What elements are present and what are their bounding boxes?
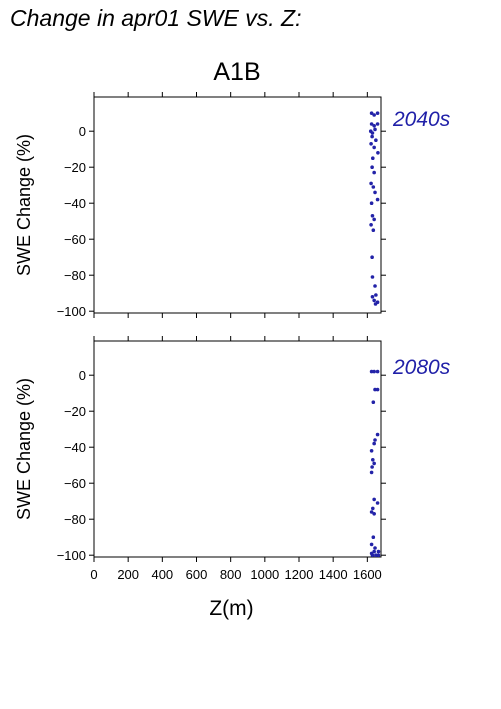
data-point [370,295,375,299]
data-point [374,138,378,142]
x-tick-label: 1600 [353,567,382,582]
data-point [369,510,374,514]
data-point [369,181,373,186]
data-point [373,302,378,306]
data-point [373,190,377,195]
data-point [370,165,374,169]
period-label: 2080s [392,356,451,379]
data-point [370,553,375,557]
data-point [371,400,376,405]
data-point [371,228,376,232]
data-point [374,553,378,557]
data-point [369,142,373,146]
data-point [372,298,376,303]
data-point [369,470,374,475]
scatter-panels: 0 −20 −40 −60 −80 −100 SWE Change (%) 2040s 0 −20… [14,92,451,620]
data-point [372,497,376,502]
data-point [372,441,376,446]
data-point [375,432,380,437]
data-point [375,122,380,126]
data-point [372,145,376,150]
y-tick-label: −40 [64,440,86,455]
data-point [369,369,374,374]
data-point [369,449,374,453]
data-point [373,438,377,442]
data-point [374,293,378,297]
data-point [371,535,376,539]
x-tick-label: 1200 [285,567,314,582]
y-tick-label: −80 [64,512,86,527]
x-tick-label: 1400 [319,567,348,582]
y-tick-label: −100 [57,548,86,563]
x-tick-label: 800 [220,567,242,582]
data-point [372,512,376,516]
data-point [372,461,376,466]
data-point [369,111,374,115]
period-label: 2040s [392,108,451,131]
y-tick-label: 0 [79,124,86,139]
data-point [370,255,374,259]
scenario-title: A1B [213,58,260,86]
y-tick-label: −80 [64,268,86,283]
data-point [373,546,377,550]
y-tick-label: 0 [79,368,86,383]
chart-title: Change in apr01 SWE vs. Z: [10,5,301,31]
panel-2080s: 0 −20 −40 −60 −80 −100 0 200 400 600 800 1000 1200 14… [14,336,451,620]
data-point [371,156,375,160]
y-tick-label: −100 [57,304,86,319]
x-tick-label: 600 [186,567,208,582]
y-axis-label: SWE Change (%) [14,134,34,276]
y-tick-label: −40 [64,196,86,211]
data-point [372,113,376,117]
data-point [373,284,377,288]
x-tick-label: 1000 [250,567,279,582]
y-tick-label: −60 [64,232,86,247]
data-point [370,465,374,469]
data-point [371,458,375,462]
y-tick-label: −20 [64,160,86,175]
data-point [369,542,374,547]
panel-2040s: 0 −20 −40 −60 −80 −100 SWE Change (%) 2040s [14,92,451,319]
data-point [375,387,380,392]
data-point [369,223,373,227]
data-point [372,217,376,222]
x-axis-label: Z(m) [209,597,253,620]
data-point [376,549,381,554]
data-point [372,369,376,374]
x-tick-label: 200 [117,567,139,582]
data-point [370,134,374,139]
data-point [370,131,375,135]
y-tick-label: −60 [64,476,86,491]
data-point [370,214,375,218]
data-point [373,127,377,132]
data-point [373,387,377,392]
data-point [376,151,380,155]
data-point [369,201,374,205]
plot-frame [93,340,382,558]
data-point [372,124,376,128]
y-tick-label: −20 [64,404,86,419]
data-point [372,170,376,175]
data-point [371,185,376,189]
x-tick-label: 400 [151,567,173,582]
data-point [375,197,380,202]
data-point [372,549,376,554]
y-axis-label: SWE Change (%) [14,378,34,520]
data-point [371,506,375,511]
plot-frame [93,96,382,314]
data-point [376,553,381,557]
data-point [375,501,380,505]
data-point [370,275,375,279]
x-tick-label: 0 [90,567,97,582]
data-point [369,122,374,126]
data-point [375,369,380,374]
data-point [375,111,380,115]
